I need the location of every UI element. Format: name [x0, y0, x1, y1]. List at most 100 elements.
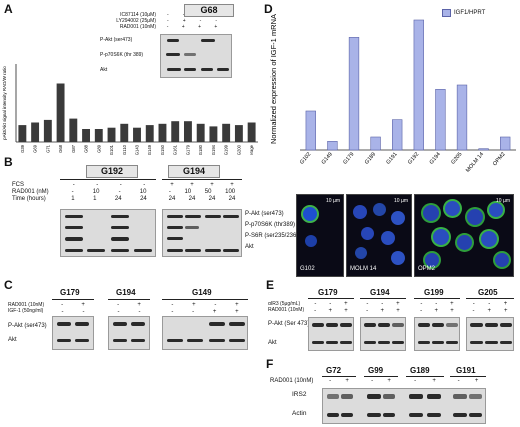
f-blot — [322, 388, 486, 424]
e-conditions-1: - - + - + + — [314, 301, 348, 314]
tick-a-G69: G69 — [33, 144, 38, 153]
g179-divider — [52, 299, 94, 300]
bar-d-G194 — [435, 89, 446, 151]
tick-a-G71: G71 — [45, 144, 50, 153]
group-e-g179: G179 — [318, 288, 338, 297]
row-labels-c: RAD001 (10nM) IGF-1 (50ng/ml) — [8, 302, 45, 314]
inset-blot — [160, 34, 232, 78]
tick-a-G194: G194 — [211, 144, 216, 155]
bar-d-G191 — [392, 119, 403, 151]
tick-d-OPM2: OPM2 — [492, 151, 507, 167]
signs-row-ly294002: - + - - — [167, 18, 217, 24]
bar-a-G150 — [158, 123, 167, 142]
f-conditions-4: - + — [457, 378, 479, 384]
legend-swatch — [442, 9, 451, 17]
bar-a-G180 — [196, 123, 205, 142]
bar-d-G189 — [370, 136, 381, 151]
g149-blot — [162, 316, 248, 350]
group-e-g205: G205 — [478, 288, 498, 297]
band-labels-c: P-Akt (ser473) Akt — [8, 323, 47, 343]
bar-d-OPM2 — [500, 136, 511, 151]
tick-a-G179: G179 — [185, 144, 190, 155]
group-g194-c: G194 — [116, 288, 136, 297]
bar-d-MOLM-14 — [478, 148, 489, 151]
bar-a-G110 — [120, 123, 129, 142]
tick-d-G179: G179 — [342, 151, 355, 165]
bar-a-G194 — [209, 126, 218, 142]
band-labels-e: P-Akt (Ser 473) Akt — [268, 321, 310, 346]
f-divider-4 — [450, 376, 486, 377]
tick-a-G199: G199 — [224, 144, 229, 155]
group-f-g72: G72 — [326, 366, 342, 375]
tick-a-average: average — [249, 144, 254, 155]
micrograph-g102: 10 µm G102 — [296, 194, 344, 277]
row-labels-b: FCS RAD001 (nM) Time (hours) — [12, 182, 49, 203]
bar-a-G89 — [94, 129, 103, 142]
group-g192: G192 — [86, 165, 138, 178]
tick-a-G200: G200 — [236, 144, 241, 155]
f-conditions-3: - + — [414, 378, 436, 384]
bar-a-G39 — [18, 125, 27, 142]
band-labels-b: P-Akt (ser473) P-p70S6K (thr389) P-S6R (… — [245, 211, 299, 250]
bar-d-G205 — [456, 84, 468, 151]
tick-d-G205: G205 — [450, 151, 463, 165]
g192-blot — [60, 209, 156, 257]
panel-c-label: C — [4, 278, 13, 292]
legend-d: IGF1/HPRT — [442, 9, 485, 17]
tick-a-G87: G87 — [71, 144, 76, 153]
panel-d-bar-chart: Normalized expression of IGF-1 mRNA G102 G… — [269, 14, 516, 174]
bar-d-G192 — [413, 19, 424, 151]
bar-d-G102 — [305, 110, 316, 151]
tick-a-G180: G180 — [198, 144, 203, 155]
tick-a-G101: G101 — [109, 144, 114, 155]
e-divider-3 — [414, 298, 460, 299]
bar-a-G87 — [69, 118, 78, 142]
treatment-ly294002: LY294002 (25μM) — [116, 18, 156, 24]
signs-row-rad001: - + + + — [166, 24, 218, 30]
group-g179: G179 — [60, 288, 80, 297]
tick-a-G143: G143 — [135, 144, 140, 155]
g194c-divider — [108, 299, 150, 300]
bar-a-G161 — [171, 121, 180, 142]
group-e-g194: G194 — [370, 288, 390, 297]
e-divider-2 — [360, 298, 406, 299]
e-conditions-2: - - + - + + — [366, 301, 400, 314]
f-divider-3 — [406, 376, 444, 377]
image-label-opm2: OPM2 — [418, 266, 436, 272]
tick-a-G161: G161 — [173, 144, 178, 155]
f-conditions-2: - + — [371, 378, 391, 384]
inset-treatment-labels: IC87114 (10μM) LY294002 (25μM) RAD001 (1… — [68, 12, 156, 30]
bar-d-G179 — [348, 37, 360, 151]
group-e-g199: G199 — [424, 288, 444, 297]
e-blot-2 — [360, 317, 406, 351]
bar-a-G199 — [222, 123, 231, 142]
group-f-g191: G191 — [456, 366, 476, 375]
micrograph-opm2: 10 µm OPM2 — [414, 194, 514, 277]
bar-a-G69 — [31, 122, 40, 142]
tick-d-G189: G189 — [364, 151, 377, 165]
tick-d-G192: G192 — [407, 151, 420, 165]
row-labels-e: αIR3 (5μg/mL) RAD001 (10nM) — [268, 301, 305, 313]
panel-f-label: F — [266, 357, 274, 371]
f-divider-2 — [364, 376, 398, 377]
bar-a-G179 — [183, 121, 192, 142]
row-rad001-nm: RAD001 (nM) — [12, 189, 49, 195]
tick-d-G149: G149 — [321, 151, 334, 165]
tick-d-MOLM-14: MOLM 14 — [465, 151, 485, 173]
tick-a-G110: G110 — [122, 144, 127, 155]
image-label-g102: G102 — [300, 266, 315, 272]
inset-title: G68 — [184, 4, 234, 17]
f-conditions-1: - + — [329, 378, 349, 384]
e-conditions-3: - - + - + + — [420, 301, 454, 314]
f-divider-1 — [322, 376, 356, 377]
bar-a-G68 — [56, 83, 65, 142]
panel-a-label: A — [4, 2, 13, 16]
group-g194: G194 — [168, 165, 220, 178]
micrograph-molm14: 10 µm MOLM 14 — [346, 194, 412, 277]
legend-igf1-hprt: IGF1/HPRT — [454, 10, 486, 16]
g194c-blot — [108, 316, 150, 350]
bar-a-G71 — [43, 119, 52, 142]
g194-conditions: + + + + -10 50 100 24 24 24 24 — [168, 182, 236, 202]
inset-row-labels: P-Akt (ser473) P-p70S6K (thr 389) Akt — [100, 37, 144, 73]
group-f-g99: G99 — [368, 366, 384, 375]
